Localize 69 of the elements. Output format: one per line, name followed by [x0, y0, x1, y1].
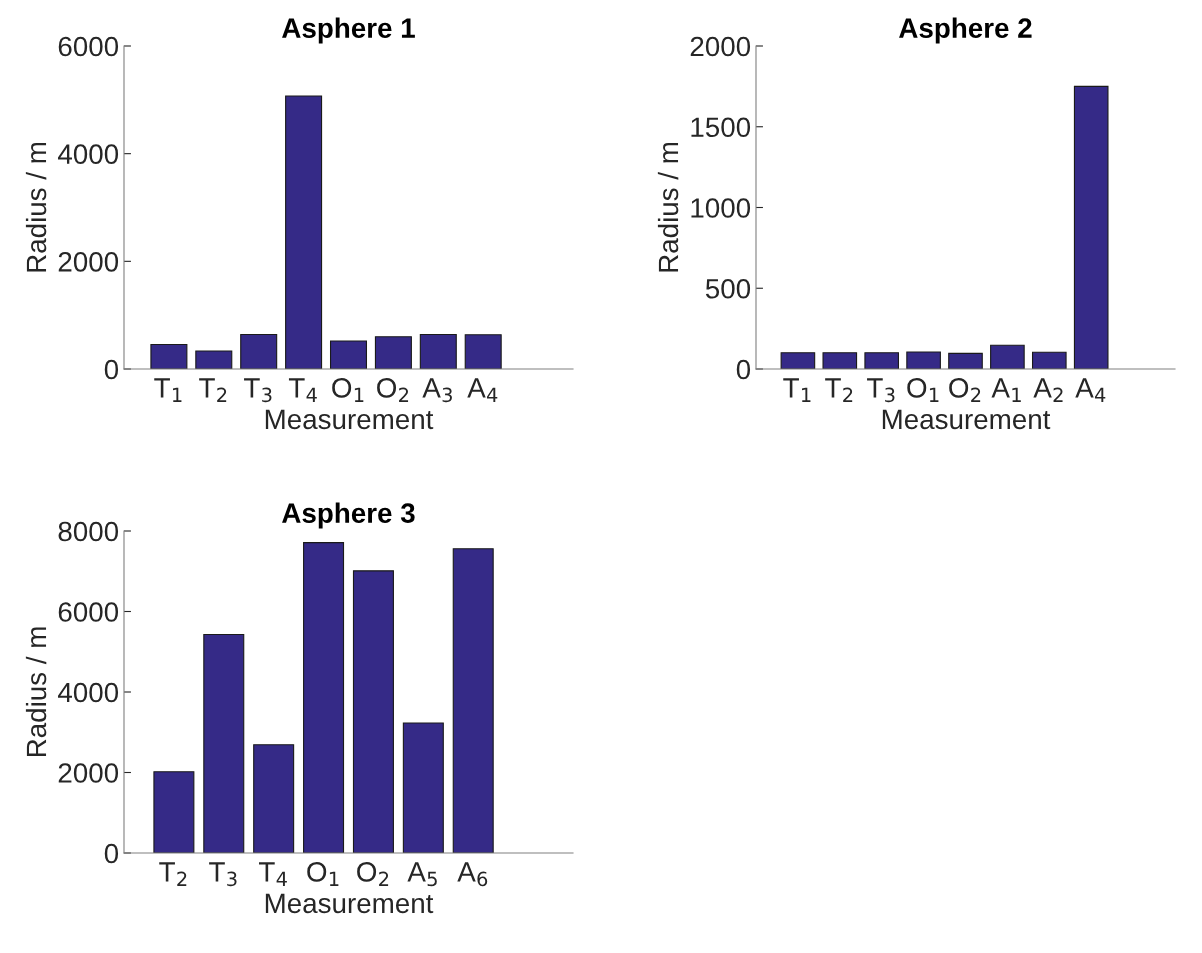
- y-axis-title: Radius / m: [657, 142, 679, 272]
- x-tick-label: O$_{2}$: [357, 862, 389, 886]
- x-tick-label: T$_{3}$: [867, 378, 895, 403]
- bar: [352, 570, 394, 853]
- y-tick-label: 2000: [690, 36, 751, 57]
- chart-title: Asphere 1: [282, 17, 415, 44]
- bar: [948, 352, 983, 369]
- chart-title: Asphere 2: [899, 17, 1032, 44]
- bar: [240, 333, 278, 369]
- x-tick-label: T$_{2}$: [159, 862, 187, 886]
- x-tick-label: A$_{6}$: [457, 862, 488, 887]
- y-tick-label: 1500: [691, 117, 751, 138]
- chart-title: Asphere 3: [282, 502, 415, 529]
- x-tick-label: O$_{1}$: [332, 378, 364, 402]
- y-tick-label: 6000: [58, 36, 119, 57]
- x-axis-title: Measurement: [882, 409, 1051, 430]
- x-tick-label: O$_{1}$: [307, 862, 339, 886]
- x-axis-title: Measurement: [265, 409, 434, 430]
- x-tick-label: A$_{4}$: [1075, 378, 1106, 402]
- x-tick-label: T$_{1}$: [154, 378, 182, 402]
- bar: [452, 548, 494, 853]
- y-tick-label: 500: [705, 278, 751, 299]
- y-tick-label: 4000: [57, 682, 119, 703]
- x-tick-label: T$_{4}$: [259, 862, 287, 886]
- bar: [464, 334, 502, 369]
- bar: [864, 352, 900, 369]
- bar: [150, 343, 188, 369]
- x-tick-label: A$_{2}$: [1033, 378, 1063, 402]
- bar: [419, 333, 457, 369]
- bar: [303, 542, 345, 853]
- x-tick-label: T$_{4}$: [288, 378, 317, 402]
- bar: [402, 722, 444, 853]
- bar: [990, 344, 1025, 369]
- y-tick-label: 0: [736, 359, 751, 380]
- y-tick-label: 0: [104, 843, 119, 864]
- y-tick-label: 2000: [58, 763, 119, 783]
- x-tick-label: A$_{1}$: [991, 378, 1021, 402]
- y-tick-label: 0: [104, 359, 119, 380]
- x-tick-label: A$_{4}$: [467, 378, 498, 402]
- x-tick-label: A$_{5}$: [407, 862, 437, 887]
- x-tick-label: A$_{3}$: [422, 378, 452, 403]
- y-axis-title: Radius / m: [25, 142, 47, 272]
- x-tick-label: T$_{3}$: [209, 862, 237, 887]
- y-tick-label: 2000: [58, 252, 119, 272]
- x-tick-label: O$_{2}$: [949, 378, 981, 402]
- x-tick-label: T$_{2}$: [825, 378, 853, 402]
- bar: [203, 633, 245, 853]
- bar: [906, 351, 941, 369]
- x-tick-label: O$_{2}$: [377, 378, 409, 402]
- y-tick-label: 8000: [58, 521, 119, 542]
- y-axis-title: Radius / m: [25, 627, 47, 757]
- x-axis-title: Measurement: [265, 893, 434, 914]
- bar: [285, 95, 323, 369]
- y-tick-label: 6000: [58, 602, 119, 622]
- y-tick-label: 4000: [57, 144, 119, 165]
- bar: [1031, 351, 1067, 369]
- x-tick-label: T$_{3}$: [244, 378, 272, 403]
- bar: [195, 350, 233, 369]
- x-tick-label: O$_{1}$: [907, 378, 939, 402]
- bar: [1073, 85, 1109, 369]
- bar: [780, 352, 816, 369]
- x-tick-label: T$_{2}$: [199, 378, 227, 402]
- bar: [153, 771, 195, 853]
- bar: [253, 744, 295, 853]
- x-tick-label: T$_{1}$: [783, 378, 811, 402]
- bar: [329, 340, 368, 369]
- bar: [374, 336, 412, 369]
- bar: [822, 352, 858, 369]
- y-tick-label: 1000: [691, 198, 751, 218]
